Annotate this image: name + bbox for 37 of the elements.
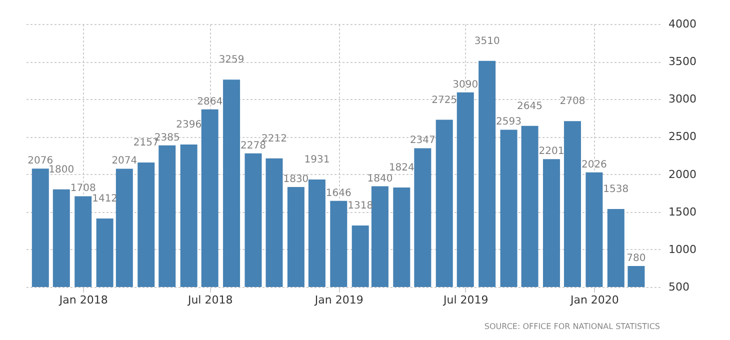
data-label: 3090 (452, 79, 478, 90)
y-tick-label: 3500 (668, 55, 696, 68)
data-label: 1800 (48, 164, 74, 176)
x-tick-label: Jan 2020 (569, 294, 619, 306)
data-label: 2593 (496, 116, 522, 128)
y-tick-label: 1500 (668, 205, 696, 218)
y-tick-label: 2500 (668, 130, 696, 144)
y-tick-label: 1000 (668, 242, 696, 256)
data-label: 1646 (326, 188, 352, 199)
source-note: SOURCE: OFFICE FOR NATIONAL STATISTICS (484, 322, 660, 331)
x-tick-label: Jan 2018 (58, 294, 108, 306)
data-label: 2396 (176, 120, 202, 131)
x-tick-label: Jan 2019 (314, 294, 364, 306)
data-label: 2026 (581, 159, 607, 170)
data-label: 2074 (112, 156, 138, 167)
x-tick-label: Jul 2019 (442, 294, 488, 306)
data-label: 1824 (388, 162, 414, 174)
data-label: 1931 (304, 154, 330, 166)
y-tick-label: 3000 (668, 92, 696, 106)
data-label: 3510 (474, 36, 500, 47)
data-label: 1708 (70, 183, 96, 194)
data-label: 2725 (432, 94, 458, 106)
data-label: 1538 (603, 184, 629, 195)
data-label: 2708 (560, 96, 586, 108)
data-label: 2347 (410, 135, 436, 146)
y-tick-label: 500 (668, 280, 690, 294)
data-label: 2278 (240, 140, 266, 152)
data-label: 3259 (218, 54, 244, 66)
data-label: 780 (626, 252, 646, 264)
data-label: 2864 (197, 96, 223, 108)
y-tick-label: 4000 (668, 18, 696, 30)
data-label: 2645 (517, 100, 543, 112)
x-tick-label: Jul 2018 (186, 294, 233, 306)
data-label: 1840 (367, 173, 393, 184)
data-label: 2201 (538, 146, 564, 158)
data-label: 1830 (283, 174, 309, 186)
y-tick-label: 2000 (668, 168, 696, 181)
